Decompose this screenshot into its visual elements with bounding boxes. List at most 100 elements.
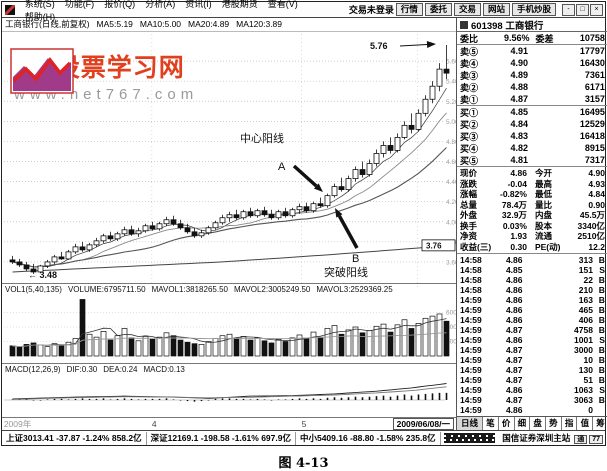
ask-price: 4.89 bbox=[510, 70, 528, 80]
quote-tab-7[interactable]: 值 bbox=[576, 417, 592, 430]
trade-time: 14:59 bbox=[460, 395, 482, 405]
trade-row: 14:59 4.87 3063 B bbox=[457, 395, 607, 405]
info-value: 4.93 bbox=[588, 178, 605, 189]
info-label: 现价 bbox=[460, 168, 478, 179]
menu-item-0[interactable]: 系统(S) bbox=[24, 0, 55, 9]
trade-side: B bbox=[598, 315, 605, 325]
trade-time: 14:58 bbox=[460, 255, 482, 265]
quote-tab-0[interactable]: 日线 bbox=[457, 417, 483, 430]
svg-text:4.20: 4.20 bbox=[446, 199, 456, 206]
ma-label: MA5:5.19 bbox=[96, 19, 133, 29]
quote-tab-2[interactable]: 价 bbox=[497, 417, 514, 430]
ask-row[interactable]: 卖⑤ 4.91 17797 bbox=[457, 45, 607, 57]
price-chart[interactable]: 5.605.405.205.004.804.604.404.204.003.80… bbox=[2, 32, 456, 288]
menu-item-4[interactable]: 资讯(I) bbox=[185, 0, 212, 9]
close-button[interactable]: × bbox=[590, 3, 603, 16]
quick-button-1[interactable]: 委托 bbox=[424, 3, 452, 16]
menu-item-7[interactable]: 帮助(H) bbox=[24, 11, 56, 22]
bid-label: 买② bbox=[460, 119, 479, 130]
mini-index-chart-icon[interactable] bbox=[443, 433, 496, 443]
index-segments: 上证3013.41 -37.87 -1.24% 858.2亿 深证12169.1 … bbox=[2, 431, 441, 445]
trade-volume: 313 bbox=[578, 255, 593, 265]
quote-tab-8[interactable]: 筹 bbox=[592, 417, 607, 430]
menu-item-2[interactable]: 报价(Q) bbox=[104, 0, 136, 9]
svg-text:4.80: 4.80 bbox=[446, 139, 456, 146]
minimize-button[interactable]: - bbox=[562, 3, 575, 16]
index-segment-1[interactable]: 深证12169.1 -198.58 -1.61% 697.9亿 bbox=[147, 431, 296, 445]
vol-header-part: VOLUME:6795711.50 bbox=[67, 284, 146, 294]
quote-tab-1[interactable]: 笔 bbox=[482, 417, 498, 430]
ask-volume: 6171 bbox=[584, 82, 605, 92]
trade-tick-list[interactable]: 14:58 4.86 313 B 14:58 4.85 151 S 14:58 4.86 22 B 14… bbox=[457, 254, 607, 416]
ask-row[interactable]: 卖② 4.88 6171 bbox=[457, 81, 607, 93]
trade-volume: 0 bbox=[588, 405, 593, 415]
ask-row[interactable]: 卖④ 4.90 16430 bbox=[457, 57, 607, 69]
bid-row[interactable]: 买⑤ 4.81 7317 bbox=[457, 154, 607, 166]
volume-chart[interactable]: 60000 40000 20000 bbox=[2, 295, 464, 358]
bid-price: 4.82 bbox=[510, 143, 528, 153]
ma-label: MA20:4.89 bbox=[188, 19, 230, 29]
trade-side: B bbox=[598, 345, 605, 355]
ask-row[interactable]: 卖① 4.87 3157 bbox=[457, 93, 607, 105]
status-icon-1[interactable]: 77 bbox=[589, 434, 603, 444]
bid-row[interactable]: 买② 4.84 12529 bbox=[457, 118, 607, 130]
trade-row: 14:58 4.86 210 B bbox=[457, 285, 607, 295]
info-label: 最高 bbox=[534, 178, 552, 189]
ratio-row: 委比 9.56% 委差 10758 bbox=[457, 32, 607, 45]
bid-volume: 12529 bbox=[579, 119, 605, 129]
app-logo-icon[interactable] bbox=[5, 4, 15, 15]
menu-item-5[interactable]: 港股期货 bbox=[221, 0, 258, 9]
quote-tab-6[interactable]: 指 bbox=[560, 417, 577, 430]
quick-button-3[interactable]: 网站 bbox=[482, 3, 510, 16]
quick-button-0[interactable]: 行情 bbox=[395, 3, 423, 16]
quote-tabs: 日线笔价细盘势指值筹 bbox=[457, 416, 607, 430]
trade-volume: 51 bbox=[583, 375, 593, 385]
menu-item-3[interactable]: 分析(A) bbox=[145, 0, 176, 9]
info-value: 4.86 bbox=[510, 168, 527, 179]
svg-text:60000: 60000 bbox=[446, 309, 456, 316]
volume-panel[interactable]: VOL1(5,40,135) VOLUME:6795711.50 MAVOL1:38… bbox=[2, 282, 464, 363]
menu-item-1[interactable]: 功能(F) bbox=[64, 0, 95, 9]
quote-info-row: 净资 1.93 流通 2510亿 bbox=[457, 231, 607, 242]
trade-side: B bbox=[598, 325, 605, 335]
quote-tab-3[interactable]: 细 bbox=[513, 417, 530, 430]
ask-volume: 7361 bbox=[584, 70, 605, 80]
stock-icon bbox=[460, 20, 468, 29]
trade-price: 4.87 bbox=[505, 355, 523, 365]
menu-item-6[interactable]: 查看(V) bbox=[267, 0, 298, 9]
trade-side: B bbox=[598, 365, 605, 375]
bid-volume: 16418 bbox=[579, 131, 605, 141]
trade-time: 14:59 bbox=[460, 405, 482, 415]
stock-title: 601398 工商银行 bbox=[471, 20, 544, 32]
candlestick-chart[interactable]: 5.605.405.205.004.804.604.404.204.003.80… bbox=[2, 32, 456, 294]
bid-row[interactable]: 买③ 4.83 16418 bbox=[457, 130, 607, 142]
quote-tab-5[interactable]: 势 bbox=[544, 417, 561, 430]
ask-row[interactable]: 卖③ 4.89 7361 bbox=[457, 69, 607, 81]
ask-price: 4.91 bbox=[510, 46, 528, 56]
index-segment-2[interactable]: 中小5409.16 -88.80 -1.58% 235.8亿 bbox=[296, 431, 441, 445]
trade-price: 4.86 bbox=[505, 255, 523, 265]
info-value: 2510亿 bbox=[577, 231, 605, 242]
macd-panel[interactable]: MACD(12,26,9) DIF:0.30 DEA:0.24 MACD:0.13 bbox=[2, 362, 456, 417]
ma-label: MA10:5.00 bbox=[139, 19, 182, 29]
bid-row[interactable]: 买① 4.85 16495 bbox=[457, 106, 607, 118]
status-icon-0[interactable]: 通 bbox=[574, 434, 588, 444]
svg-text:4.60: 4.60 bbox=[446, 159, 456, 166]
trade-row: 14:59 4.87 10 B bbox=[457, 355, 607, 365]
maximize-button[interactable]: □ bbox=[576, 3, 589, 16]
index-segment-0[interactable]: 上证3013.41 -37.87 -1.24% 858.2亿 bbox=[2, 431, 147, 445]
macd-chart[interactable] bbox=[2, 375, 456, 412]
quick-button-4[interactable]: 手机炒股 bbox=[511, 3, 556, 16]
info-value: 4.84 bbox=[588, 189, 605, 200]
trade-volume: 163 bbox=[578, 295, 593, 305]
info-value: -0.82% bbox=[500, 189, 527, 200]
trade-volume: 10 bbox=[583, 355, 593, 365]
quote-tab-4[interactable]: 盘 bbox=[529, 417, 545, 430]
trade-login-status[interactable]: 交易未登录 bbox=[348, 5, 394, 15]
trade-price: 4.86 bbox=[505, 405, 523, 415]
quick-button-2[interactable]: 交易 bbox=[453, 3, 481, 16]
svg-text:A: A bbox=[278, 161, 286, 173]
bid-volume: 16495 bbox=[579, 107, 605, 117]
chart-column: 工商银行(日线,前复权) MA5:5.19 MA10:5.00 MA20:4.89 MA… bbox=[2, 18, 464, 430]
bid-row[interactable]: 买④ 4.82 8915 bbox=[457, 142, 607, 154]
